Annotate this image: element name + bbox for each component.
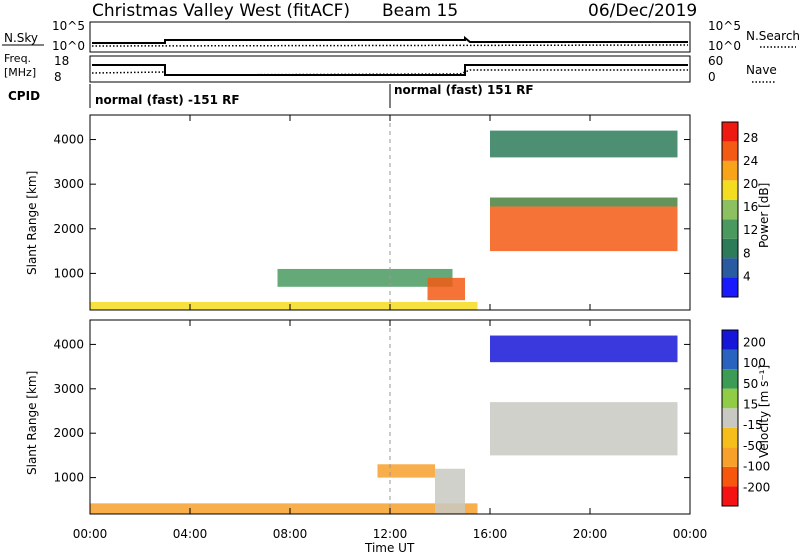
nsky-strip-frame (89, 21, 691, 53)
freq-tick-top: 18 (54, 54, 69, 68)
velocity-ylabel: Slant Range [km] (25, 371, 39, 475)
nave-tick-bottom: 0 (708, 70, 716, 84)
y-tick-label: 3000 (53, 382, 84, 396)
colorbar-tick-label: 15 (743, 398, 758, 412)
beam-label: Beam 15 (382, 1, 458, 21)
data-region (427, 277, 465, 301)
x-tick-label: 08:00 (273, 527, 308, 541)
y-tick-label: 2000 (53, 426, 84, 440)
colorbar-segment (722, 180, 738, 200)
colorbar-segment (722, 466, 738, 487)
colorbar-tick-label: -15 (743, 418, 763, 432)
x-tick-label: 00:00 (73, 527, 108, 541)
colorbar-tick-label: 24 (743, 154, 758, 168)
colorbar-tick-label: 28 (743, 131, 758, 145)
y-tick-label: 4000 (53, 133, 84, 147)
freq-unit: [MHz] (4, 66, 36, 79)
colorbar-tick-label: 12 (743, 223, 758, 237)
colorbar-tick-label: -50 (743, 439, 763, 453)
colorbar-tick-label: 4 (743, 269, 751, 283)
colorbar-segment (722, 349, 738, 370)
data-region (490, 197, 678, 207)
nave-line (91, 69, 688, 76)
colorbar-segment (722, 486, 738, 506)
colorbar-tick-label: 200 (743, 335, 766, 349)
cpid-2: normal (fast) 151 RF (394, 83, 534, 97)
colorbar-segment (722, 219, 738, 239)
colorbar-frame (721, 329, 739, 507)
power-panel: 4000 3000 2000 1000 28 24 20 16 12 8 4 (53, 114, 758, 311)
data-region (490, 335, 678, 363)
colorbar-segment (722, 277, 738, 297)
nave-label: Nave (746, 63, 777, 77)
nsky-label: N.Sky (4, 31, 38, 45)
cpid-1: normal (fast) -151 RF (95, 93, 240, 107)
colorbar-segment (722, 160, 738, 181)
y-tick-label: 1000 (53, 266, 84, 280)
colorbar-tick-label: 8 (743, 246, 751, 260)
colorbar-segment (722, 447, 738, 467)
date-label: 06/Dec/2019 (588, 1, 697, 21)
colorbar-tick-label: 20 (743, 177, 758, 191)
colorbar-frame (721, 121, 739, 298)
x-tick-label: 12:00 (373, 527, 408, 541)
nsearch-label: N.Search (746, 29, 800, 43)
data-region (490, 402, 678, 456)
x-axis-label: Time UT (364, 541, 415, 554)
y-tick-label: 1000 (53, 471, 84, 485)
x-tick-label: 04:00 (173, 527, 208, 541)
nsky-tick-top: 10^5 (52, 19, 85, 33)
colorbar-tick-label: 50 (743, 377, 758, 391)
x-tick-label: 20:00 (573, 527, 608, 541)
cpid-label: CPID (8, 89, 40, 103)
freq-tick-bottom: 8 (54, 70, 62, 84)
data-region (90, 301, 478, 310)
x-tick-label: 00:00 (673, 527, 708, 541)
colorbar-segment (722, 427, 738, 448)
nsky-line (92, 35, 688, 44)
data-region (377, 464, 435, 478)
colorbar-tick-label: -200 (743, 480, 770, 494)
colorbar-segment (722, 258, 738, 278)
y-tick-label: 4000 (53, 337, 84, 351)
data-region (277, 268, 453, 287)
velocity-panel: 4000 3000 2000 1000 00:00 04:00 08:00 12:00 16:0… (53, 319, 770, 541)
colorbar-segment (722, 388, 738, 409)
data-region (435, 468, 465, 514)
colorbar-tick-label: 100 (743, 356, 766, 370)
plot-title: Christmas Valley West (fitACF) (92, 1, 350, 21)
velocity-colorbar-label: Velocity [m s⁻¹] (757, 365, 771, 458)
nave-tick-top: 60 (708, 54, 723, 68)
colorbar-segment (722, 330, 738, 350)
y-tick-label: 2000 (53, 222, 84, 236)
colorbar-segment (722, 369, 738, 389)
power-ylabel: Slant Range [km] (25, 171, 39, 275)
x-tick-label: 16:00 (473, 527, 508, 541)
colorbar-segment (722, 122, 738, 142)
nsky-tick-bottom: 10^0 (52, 39, 85, 53)
freq-label: Freq. (4, 52, 31, 65)
colorbar-segment (722, 408, 738, 428)
colorbar-tick-label: -100 (743, 460, 770, 474)
colorbar-segment (722, 141, 738, 161)
y-tick-label: 3000 (53, 177, 84, 191)
power-colorbar-label: Power [dB] (757, 183, 771, 248)
colorbar-segment (722, 238, 738, 259)
colorbar-segment (722, 199, 738, 220)
data-region (490, 130, 678, 158)
freq-line (92, 64, 688, 76)
colorbar-tick-label: 16 (743, 200, 758, 214)
data-region (90, 503, 478, 514)
nsearch-tick-bottom: 10^0 (708, 39, 741, 53)
freq-strip-frame (89, 55, 691, 83)
nsearch-tick-top: 10^5 (708, 19, 741, 33)
nsearch-line (91, 44, 689, 47)
